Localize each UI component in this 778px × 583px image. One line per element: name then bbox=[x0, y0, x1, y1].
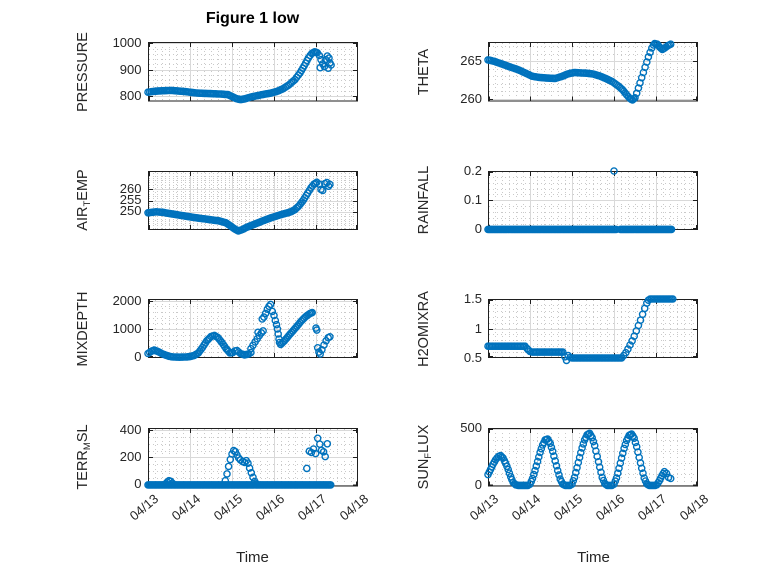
y-tick-label-air-temp: 255 bbox=[119, 192, 142, 207]
plot-rainfall bbox=[484, 166, 698, 233]
y-tick-label-pressure: 1000 bbox=[112, 35, 142, 51]
xlabel-time-left: Time bbox=[236, 549, 269, 566]
data-series bbox=[484, 166, 676, 233]
y-tick-label-air-temp: 260 bbox=[119, 180, 142, 196]
y-tick-label-theta: 260 bbox=[460, 90, 482, 106]
y-tick-label-terr-msl: 400 bbox=[119, 421, 142, 437]
plot-air-temp bbox=[143, 170, 358, 235]
plot-h2omixra bbox=[484, 295, 698, 365]
plot-sun-flux bbox=[484, 427, 698, 489]
major-grid bbox=[488, 42, 698, 102]
x-tick-label-right-2: 04/15 bbox=[551, 491, 586, 524]
x-tick-label-right-4: 04/17 bbox=[635, 491, 670, 524]
y-tick-label-pressure: 800 bbox=[119, 88, 142, 104]
y-tick-label-terr-msl: 200 bbox=[119, 448, 142, 464]
data-series bbox=[143, 178, 334, 235]
plot-pressure bbox=[143, 42, 358, 104]
y-tick-label-rainfall: 0.1 bbox=[463, 191, 482, 207]
y-tick-label-mixdepth: 2000 bbox=[112, 292, 142, 308]
x-tick-label-left-5: 04/18 bbox=[336, 491, 372, 524]
plot-theta bbox=[484, 39, 698, 104]
xlabel-time-right: Time bbox=[577, 549, 610, 566]
x-tick-label-left-1: 04/14 bbox=[168, 491, 204, 524]
y-tick-label-air-temp: 250 bbox=[119, 203, 142, 219]
x-tick-label-left-2: 04/15 bbox=[210, 491, 246, 524]
y-tick-label-h2omixra: 1 bbox=[474, 320, 482, 336]
x-tick-label-right-1: 04/14 bbox=[509, 491, 544, 524]
y-tick-label-rainfall: 0 bbox=[474, 220, 482, 236]
data-series bbox=[484, 39, 675, 104]
y-tick-label-theta: 265 bbox=[460, 53, 482, 69]
ylabel-terr-msl: TERRMSL bbox=[74, 424, 93, 490]
data-series bbox=[484, 429, 675, 489]
y-tick-label-sun-flux: 500 bbox=[460, 420, 482, 436]
x-tick-label-right-5: 04/18 bbox=[677, 491, 712, 524]
axes-box bbox=[147, 299, 358, 358]
minor-grid bbox=[148, 43, 357, 101]
data-series bbox=[143, 48, 335, 104]
axes-box bbox=[147, 170, 358, 230]
x-tick-label-left-0: 04/13 bbox=[126, 491, 162, 524]
y-tick-label-pressure: 900 bbox=[119, 61, 142, 77]
major-grid bbox=[488, 170, 698, 230]
x-tick-label-left-3: 04/16 bbox=[252, 491, 288, 524]
ylabel-sun-flux: SUNFLUX bbox=[416, 424, 434, 490]
y-tick-label-terr-msl: 0 bbox=[134, 476, 142, 492]
y-tick-label-mixdepth: 0 bbox=[134, 349, 142, 365]
figure-title: Figure 1 low bbox=[205, 10, 300, 27]
x-tick-label-right-0: 04/13 bbox=[467, 491, 502, 524]
data-series bbox=[143, 434, 334, 489]
x-tick-label-right-3: 04/16 bbox=[593, 491, 628, 524]
axes-box bbox=[147, 42, 358, 102]
data-series bbox=[484, 295, 677, 365]
data-series bbox=[143, 300, 334, 362]
y-tick-label-rainfall: 0.2 bbox=[463, 162, 482, 178]
y-tick-label-h2omixra: 1.5 bbox=[463, 291, 482, 306]
plot-mixdepth bbox=[143, 299, 358, 362]
plot-terr-msl bbox=[143, 427, 358, 489]
y-tick-label-sun-flux: 0 bbox=[474, 476, 482, 492]
y-tick-label-mixdepth: 1000 bbox=[112, 320, 142, 336]
x-tick-label-left-4: 04/17 bbox=[294, 491, 330, 524]
y-tick-label-h2omixra: 0.5 bbox=[463, 350, 482, 365]
